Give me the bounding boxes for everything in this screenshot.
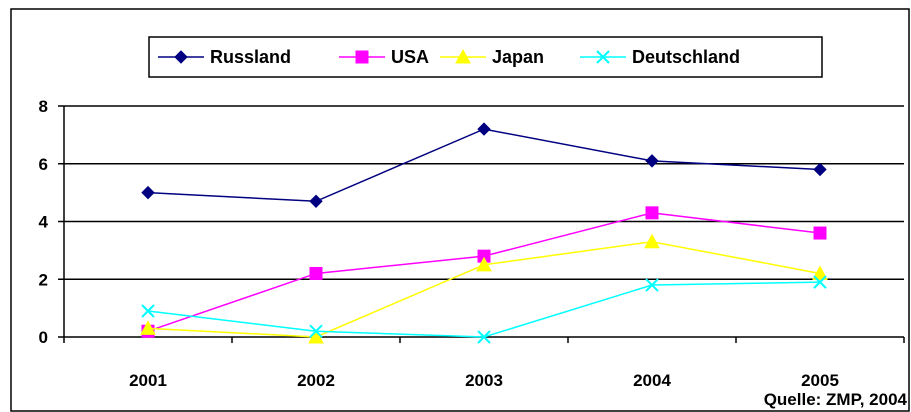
data-point-deutschland: [141, 304, 155, 318]
gridlines: [64, 105, 904, 280]
data-point-russland: [141, 185, 155, 200]
data-point-japan: [812, 265, 828, 280]
legend-item-usa: USA: [339, 47, 429, 67]
x-tick-label: 2005: [801, 371, 839, 390]
data-point-russland: [309, 194, 323, 208]
data-point-usa: [645, 206, 659, 220]
data-point-japan: [644, 233, 660, 249]
data-point-deutschland: [309, 324, 323, 338]
legend-item-japan: Japan: [440, 47, 544, 67]
x-tick-label: 2003: [465, 371, 503, 390]
data-point-russland: [813, 162, 827, 177]
legend-marker-russland: [174, 50, 188, 64]
x-tick-label: 2004: [633, 371, 671, 390]
legend-item-russland: Russland: [158, 47, 291, 67]
data-point-japan: [140, 320, 156, 335]
legend-label: Russland: [210, 47, 291, 67]
series-japan: [140, 233, 828, 344]
data-point-japan: [476, 256, 492, 272]
legend-label: Japan: [492, 47, 544, 67]
y-tick-label: 0: [39, 328, 48, 347]
y-tick-label: 4: [39, 213, 49, 232]
series-group: [140, 122, 828, 344]
data-point-deutschland: [645, 278, 659, 292]
legend-marker-japan: [455, 48, 471, 64]
y-tick-label: 2: [39, 270, 48, 289]
data-point-deutschland: [477, 330, 491, 344]
series-russland: [141, 122, 827, 208]
x-tick-label: 2001: [129, 371, 167, 390]
y-tick-label: 8: [39, 97, 48, 116]
legend: Russland USA Japan Deutschland: [148, 36, 823, 78]
legend-marker-usa: [355, 50, 369, 64]
data-point-japan: [308, 328, 324, 344]
data-point-russland: [645, 154, 659, 168]
y-tick-label: 6: [39, 155, 48, 174]
data-point-russland: [477, 122, 491, 136]
data-point-deutschland: [813, 275, 827, 289]
source-note: Quelle: ZMP, 2004: [764, 390, 908, 409]
data-point-usa: [309, 266, 323, 280]
legend-label: USA: [391, 47, 429, 67]
legend-item-deutschland: Deutschland: [580, 47, 740, 67]
legend-marker-deutschland: [596, 50, 610, 64]
series-deutschland: [141, 275, 827, 344]
legend-label: Deutschland: [632, 47, 740, 67]
x-tick-label: 2002: [297, 371, 335, 390]
data-point-usa: [813, 226, 827, 240]
